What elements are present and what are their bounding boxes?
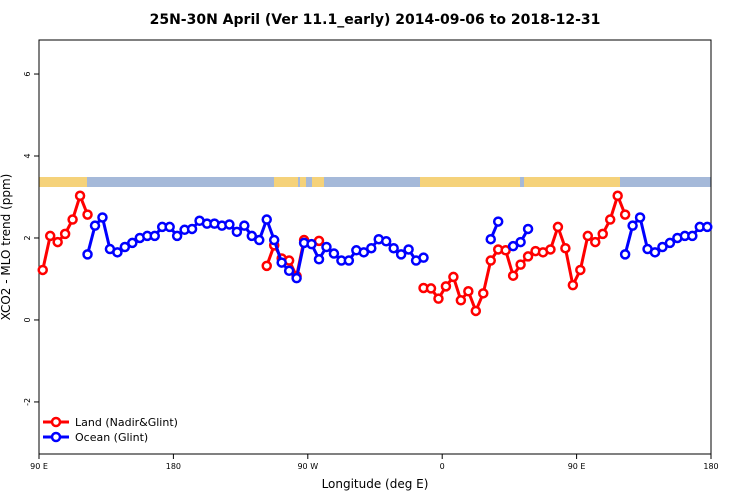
data-point: [321, 241, 332, 253]
data-point: [567, 279, 579, 291]
data-point: [291, 272, 302, 284]
data-point: [261, 214, 272, 225]
data-point: [37, 264, 48, 276]
data-point: [97, 212, 108, 223]
data-point: [395, 249, 407, 260]
data-point: [59, 228, 71, 240]
data-point: [313, 254, 325, 265]
y-tick-label: -2: [23, 398, 32, 406]
data-point: [545, 244, 556, 255]
data-point: [522, 223, 534, 235]
y-tick-label: 0: [23, 317, 32, 322]
data-point: [560, 242, 571, 254]
data-point: [403, 244, 414, 255]
data-point: [485, 233, 496, 245]
data-point: [702, 221, 713, 233]
data-point: [380, 236, 392, 247]
y-tick-label: 4: [23, 153, 32, 158]
data-point: [328, 248, 340, 259]
data-point: [649, 247, 661, 258]
data-point: [224, 219, 235, 230]
legend-marker: [50, 416, 62, 428]
data-point: [590, 236, 601, 248]
data-point: [388, 242, 399, 254]
data-point: [485, 255, 496, 266]
data-point: [634, 212, 646, 223]
data-point: [44, 230, 56, 242]
data-point: [261, 260, 272, 272]
data-point: [74, 190, 86, 202]
plot-frame: [38, 39, 712, 455]
data-point: [52, 236, 63, 248]
data-point: [112, 247, 123, 258]
data-point: [500, 245, 511, 256]
data-point: [306, 238, 317, 250]
x-tick-label: 90 E: [568, 462, 586, 471]
data-point: [186, 223, 198, 235]
data-point: [619, 249, 631, 260]
x-tick-label: 90 W: [297, 462, 318, 471]
data-point: [664, 237, 676, 249]
data-point: [418, 252, 429, 263]
data-point: [507, 240, 519, 252]
data-point: [127, 237, 138, 249]
y-axis-label: XCO2 - MLO trend (ppm): [0, 174, 13, 321]
legend-marker: [50, 431, 62, 443]
data-point: [619, 209, 631, 220]
x-tick-label: 180: [166, 462, 181, 471]
data-point: [582, 230, 594, 242]
data-point: [231, 226, 243, 238]
data-point: [433, 293, 444, 304]
data-point: [507, 270, 519, 281]
data-point: [552, 221, 564, 233]
data-point: [515, 236, 526, 248]
data-point: [627, 220, 638, 231]
data-point: [492, 216, 504, 227]
data-point: [687, 230, 698, 242]
data-point: [268, 234, 280, 246]
x-axis-label: Longitude (deg E): [322, 477, 429, 491]
data-point: [478, 288, 489, 299]
data-point: [283, 265, 295, 277]
chart-title: 25N-30N April (Ver 11.1_early) 2014-09-0…: [150, 12, 601, 28]
data-point: [515, 259, 526, 270]
data-point: [604, 214, 616, 225]
data-point: [82, 249, 93, 260]
data-point: [358, 247, 370, 258]
y-tick-label: 2: [23, 235, 32, 240]
data-point: [597, 228, 608, 240]
data-point: [239, 220, 250, 231]
data-point: [470, 305, 482, 317]
data-point: [171, 230, 183, 242]
data-point: [448, 271, 459, 283]
data-point: [440, 281, 452, 292]
legend-label: Ocean (Glint): [75, 431, 148, 444]
data-point: [612, 190, 623, 202]
data-point: [522, 251, 534, 262]
data-point: [366, 242, 377, 254]
data-point: [89, 220, 101, 231]
data-point: [575, 264, 586, 276]
data-point: [455, 295, 467, 306]
data-point: [254, 234, 265, 246]
data-point: [67, 214, 78, 225]
x-tick-label: 90 E: [30, 462, 48, 471]
data-point: [276, 257, 287, 268]
data-point: [343, 255, 355, 266]
y-tick-label: 6: [23, 71, 32, 76]
x-tick-label: 0: [440, 462, 445, 471]
data-point: [425, 283, 437, 294]
data-point: [149, 230, 160, 242]
data-point: [119, 241, 131, 253]
data-point: [82, 209, 93, 220]
data-point: [463, 286, 474, 297]
x-tick-label: 180: [703, 462, 718, 471]
data-point: [246, 230, 258, 242]
legend-label: Land (Nadir&Glint): [75, 416, 178, 429]
land-ocean-strip: [39, 177, 711, 187]
data-point: [164, 221, 175, 233]
data-point: [657, 241, 668, 253]
